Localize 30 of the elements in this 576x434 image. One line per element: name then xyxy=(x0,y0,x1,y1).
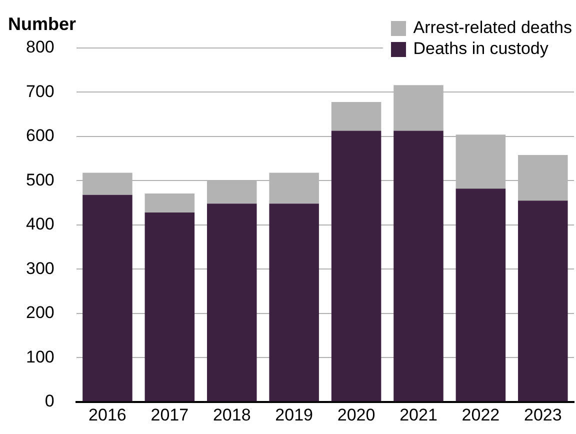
x-tick-label: 2022 xyxy=(462,406,500,425)
legend-label: Deaths in custody xyxy=(413,39,548,59)
y-tick-label: 100 xyxy=(26,347,54,366)
x-tick-label: 2017 xyxy=(150,406,189,425)
legend-label: Arrest-related deaths xyxy=(413,18,572,38)
y-tick-label: 0 xyxy=(44,391,54,410)
x-tick-label: 2021 xyxy=(400,406,438,425)
bar xyxy=(456,188,506,402)
y-tick-label: 700 xyxy=(26,82,54,101)
y-tick-label: 200 xyxy=(26,303,54,322)
bar xyxy=(144,212,195,402)
y-tick-label: 400 xyxy=(26,214,54,234)
y-tick-label: 800 xyxy=(26,38,54,57)
bar xyxy=(518,200,568,402)
x-tick-label: 2023 xyxy=(524,406,562,425)
bar xyxy=(394,130,444,402)
y-tick-label: 500 xyxy=(26,170,54,190)
bar xyxy=(331,102,382,131)
bar xyxy=(82,194,132,402)
bar xyxy=(269,204,319,402)
bar xyxy=(331,130,382,402)
y-tick-label: 600 xyxy=(26,126,54,146)
y-tick-label: 300 xyxy=(26,258,54,278)
x-tick-label: 2020 xyxy=(337,406,376,425)
x-tick-label: 2019 xyxy=(275,406,313,425)
x-tick-label: 2016 xyxy=(88,406,126,425)
bar xyxy=(144,194,195,213)
bar xyxy=(206,204,257,402)
x-tick-label: 2018 xyxy=(212,406,251,425)
y-axis-title: Number xyxy=(8,14,76,35)
